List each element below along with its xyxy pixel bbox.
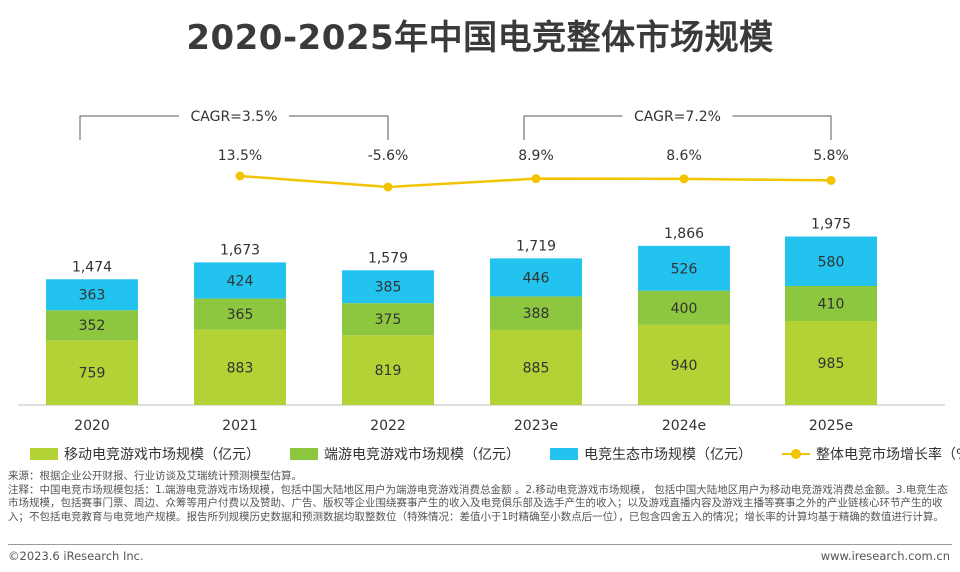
bar-segment-mobile <box>638 324 730 405</box>
growth-rate-label: 8.9% <box>518 148 554 164</box>
data-label-pc: 365 <box>227 307 254 323</box>
cagr-bracket-left <box>523 115 623 140</box>
data-label-pc: 388 <box>523 306 550 322</box>
chart-title: 2020-2025年中国电竞整体市场规模 <box>186 18 774 58</box>
x-tick-label: 2023e <box>514 418 558 434</box>
bar-segment-mobile <box>490 329 582 405</box>
data-label-ecosystem: 580 <box>818 254 845 270</box>
chart-legend: 移动电竞游戏市场规模（亿元） 端游电竞游戏市场规模（亿元） 电竞生态市场规模（亿… <box>30 442 960 466</box>
cagr-bracket-right <box>732 115 832 140</box>
legend-swatch-mobile <box>30 448 58 460</box>
total-label: 1,474 <box>72 259 112 275</box>
growth-rate-point <box>826 175 836 185</box>
legend-line-growth-icon <box>782 448 810 460</box>
data-label-mobile: 885 <box>523 360 550 376</box>
data-label-mobile: 883 <box>227 360 254 376</box>
cagr-bracket-right <box>289 115 389 140</box>
data-label-ecosystem: 424 <box>227 273 254 289</box>
footer-copyright: ©2023.6 iResearch Inc. <box>8 549 144 563</box>
total-label: 1,975 <box>811 217 851 233</box>
bar-segment-ecosystem <box>46 279 138 311</box>
bar-segment-mobile <box>785 320 877 405</box>
legend-label-pc: 端游电竞游戏市场规模（亿元） <box>324 447 520 463</box>
footer-website: www.iresearch.com.cn <box>820 549 950 563</box>
bar-segment-ecosystem <box>638 245 730 291</box>
legend-label-mobile: 移动电竞游戏市场规模（亿元） <box>64 447 260 463</box>
growth-rate-point <box>383 182 393 192</box>
notes-block: 来源：根据企业公开财报、行业访谈及艾瑞统计预测模型估算。 注释：中国电竞市场规模… <box>8 470 952 524</box>
total-label: 1,673 <box>220 242 260 258</box>
x-tick-label: 2025e <box>809 418 853 434</box>
x-tick-label: 2020 <box>74 418 110 434</box>
bar-segment-ecosystem <box>785 236 877 287</box>
data-label-ecosystem: 446 <box>523 270 550 286</box>
total-label: 1,579 <box>368 250 408 266</box>
growth-rate-point <box>235 171 245 181</box>
growth-rate-label: -5.6% <box>368 148 409 164</box>
growth-rate-label: 5.8% <box>813 148 849 164</box>
bar-segment-ecosystem <box>342 270 434 304</box>
total-label: 1,866 <box>664 226 704 242</box>
bar-segment-pc <box>490 296 582 330</box>
bar-segment-ecosystem <box>490 258 582 297</box>
cagr-label: CAGR=7.2% <box>634 109 721 125</box>
bar-segment-pc <box>194 298 286 330</box>
bar-segment-pc <box>342 303 434 336</box>
growth-rate-label: 8.6% <box>666 148 702 164</box>
x-tick-label: 2021 <box>222 418 258 434</box>
bar-segment-pc <box>638 290 730 325</box>
footer-divider <box>8 544 952 545</box>
stacked-bar-chart: 759 352 363 1,474 2020 883 365 424 1,673 2021 819 3… <box>18 109 945 434</box>
bar-segment-pc <box>785 286 877 321</box>
bar-segment-pc <box>46 310 138 341</box>
data-label-mobile: 940 <box>671 358 698 374</box>
data-label-mobile: 759 <box>79 366 106 382</box>
data-label-pc: 400 <box>671 301 698 317</box>
cagr-bracket-left <box>79 115 179 140</box>
bar-segment-ecosystem <box>194 262 286 299</box>
legend-item-ecosystem: 电竞生态市场规模（亿元） <box>550 444 752 464</box>
total-label: 1,719 <box>516 238 556 254</box>
growth-rate-label: 13.5% <box>218 148 262 164</box>
legend-label-growth: 整体电竞市场增长率（%） <box>816 447 960 463</box>
legend-label-ecosystem: 电竞生态市场规模（亿元） <box>584 447 752 463</box>
data-label-ecosystem: 385 <box>375 280 402 296</box>
source-note: 来源：根据企业公开财报、行业访谈及艾瑞统计预测模型估算。 <box>8 470 302 482</box>
legend-swatch-pc <box>290 448 318 460</box>
legend-swatch-ecosystem <box>550 448 578 460</box>
x-tick-label: 2022 <box>370 418 406 434</box>
data-label-pc: 410 <box>818 296 845 312</box>
cagr-label: CAGR=3.5% <box>191 109 278 125</box>
definition-note: 注释：中国电竞市场规模包括：1.端游电竞游戏市场规模，包括中国大陆地区用户为端游… <box>8 483 948 523</box>
x-tick-label: 2024e <box>662 418 706 434</box>
growth-rate-point <box>679 174 689 184</box>
data-label-mobile: 819 <box>375 363 402 379</box>
bar-segment-mobile <box>194 329 286 405</box>
legend-item-growth: 整体电竞市场增长率（%） <box>782 444 960 464</box>
legend-item-mobile: 移动电竞游戏市场规模（亿元） <box>30 444 260 464</box>
growth-rate-point <box>531 174 541 184</box>
bar-segment-mobile <box>46 340 138 405</box>
data-label-mobile: 985 <box>818 356 845 372</box>
data-label-pc: 375 <box>375 312 402 328</box>
data-label-pc: 352 <box>79 318 106 334</box>
legend-item-pc: 端游电竞游戏市场规模（亿元） <box>290 444 520 464</box>
data-label-ecosystem: 526 <box>671 261 698 277</box>
data-label-ecosystem: 363 <box>79 288 106 304</box>
bar-segment-mobile <box>342 335 434 405</box>
